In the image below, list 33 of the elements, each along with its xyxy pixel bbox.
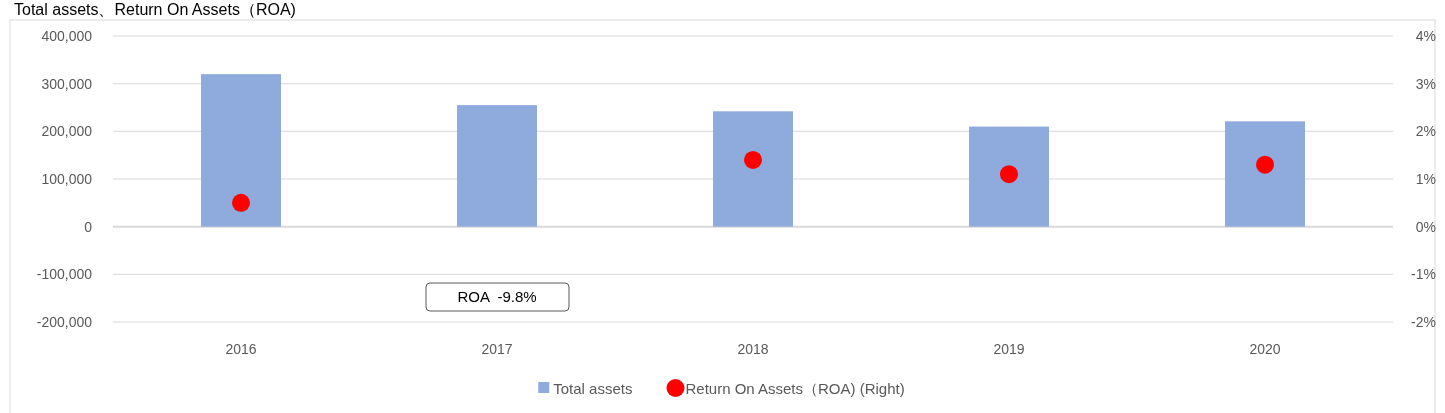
y-tick-label: 400,000 [41, 28, 93, 44]
y2-tick-label: -2% [1411, 314, 1436, 330]
chart-title: Total assets、Return On Assets（ROA) [14, 1, 296, 18]
y-tick-label: 200,000 [41, 123, 93, 140]
y-tick-label: 0 [84, 218, 93, 235]
point [1000, 165, 1018, 184]
point [232, 193, 250, 212]
y2-tick-label: -1% [1411, 266, 1436, 283]
x-tick-label: 2016 [225, 341, 257, 357]
x-tick-label: 2020 [1249, 341, 1281, 357]
y2-tick-label: 2% [1415, 123, 1436, 140]
y-tick-label: 100,000 [41, 171, 93, 187]
bar [201, 74, 281, 227]
legend-label: Return On Assets（ROA) (Right) [685, 380, 905, 397]
bar [1225, 121, 1305, 227]
x-tick-label: 2018 [737, 341, 769, 357]
y2-tick-label: 0% [1415, 218, 1436, 235]
y-tick-label: -100,000 [36, 266, 93, 283]
x-tick-label: 2019 [993, 341, 1025, 357]
point [744, 150, 762, 169]
annotation-box: ROA -9.8% [425, 282, 570, 312]
y-tick-label: 300,000 [41, 75, 93, 92]
y2-tick-label: 3% [1415, 75, 1436, 92]
legend-label: Total assets [553, 380, 633, 397]
x-tick-label: 2017 [481, 341, 513, 357]
bar [713, 111, 793, 227]
y2-tick-label: 1% [1415, 171, 1436, 187]
y2-tick-label: 4% [1415, 28, 1436, 44]
point [1256, 155, 1274, 174]
annotation: ROA -9.8% [457, 288, 537, 305]
bar [969, 126, 1049, 227]
bar [457, 105, 537, 227]
y-tick-label: -200,000 [36, 314, 93, 330]
